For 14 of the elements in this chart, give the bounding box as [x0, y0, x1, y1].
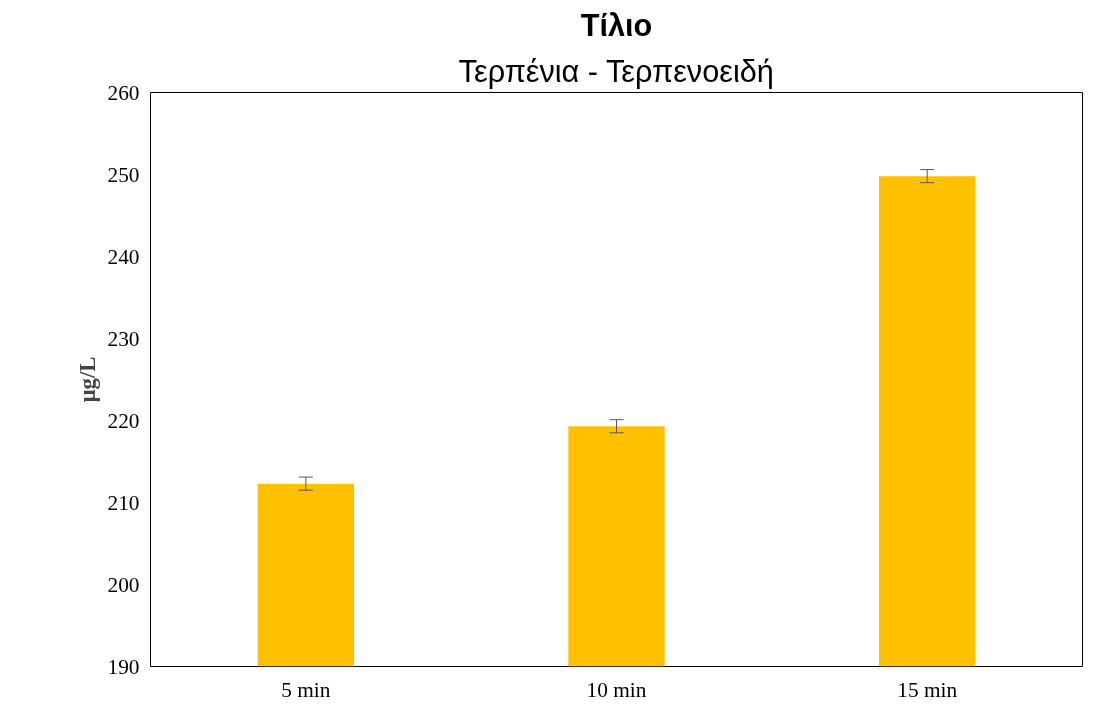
y-tick-label: 190: [107, 654, 140, 679]
x-tick-label: 10 min: [586, 677, 647, 702]
y-tick-label: 260: [107, 80, 140, 105]
y-tick-label: 200: [107, 572, 140, 597]
y-tick-label: 250: [107, 162, 140, 187]
chart-subtitle: Τερπένια - Τερπενοειδή: [458, 53, 774, 89]
y-tick-label: 220: [107, 408, 140, 433]
y-tick-label: 240: [107, 244, 140, 269]
y-axis-title: μg/L: [74, 356, 100, 403]
y-tick-label: 230: [107, 326, 140, 351]
x-tick-label: 5 min: [281, 677, 331, 702]
x-tick-label: 15 min: [897, 677, 958, 702]
y-tick-label: 210: [107, 490, 140, 515]
chart-title: Τίλιο: [580, 7, 653, 42]
